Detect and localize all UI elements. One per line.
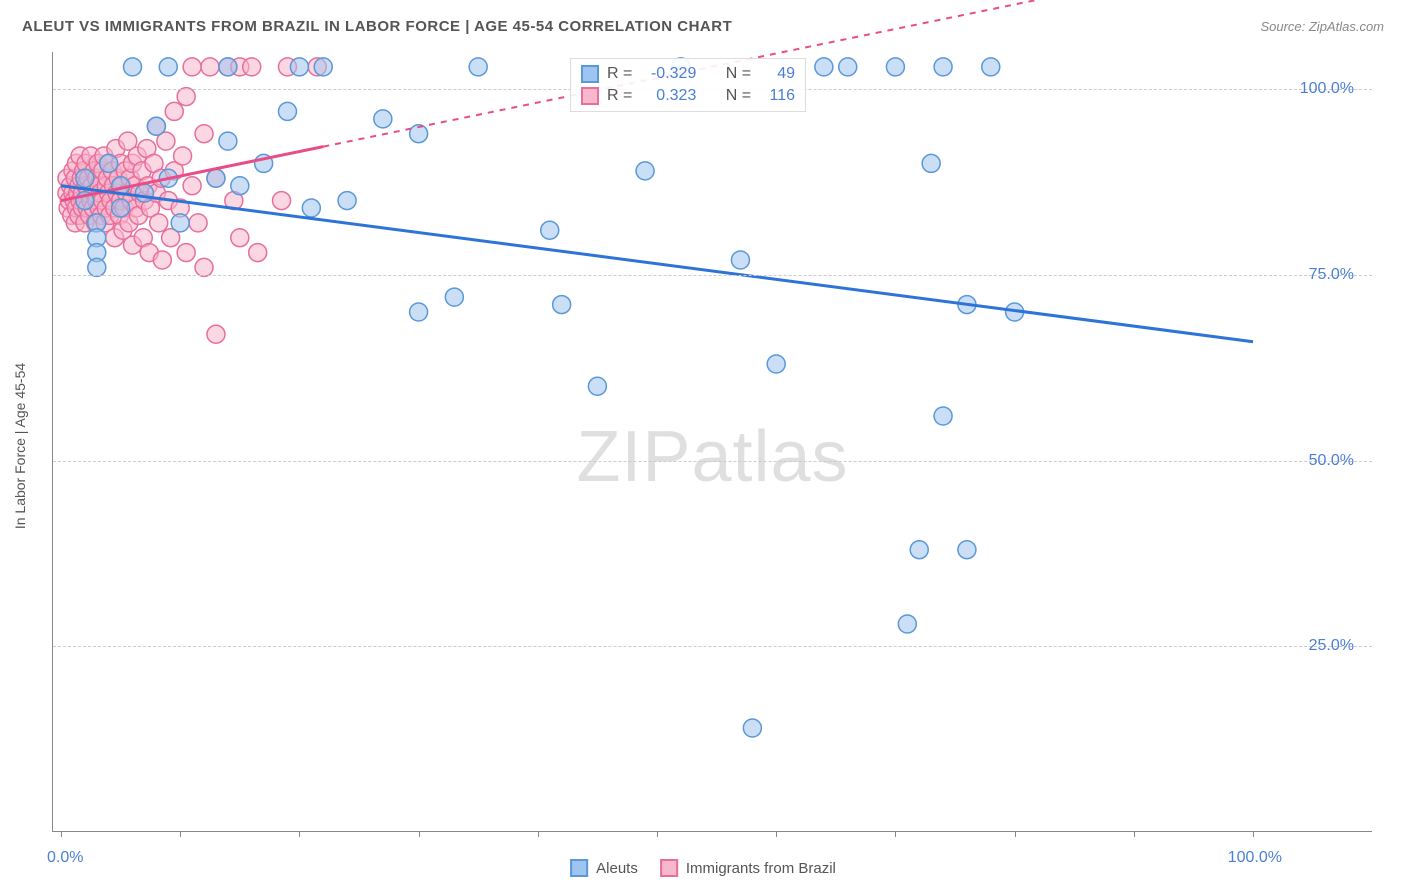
point-aleut [910,541,928,559]
point-aleut [207,169,225,187]
correlation-legend: R =-0.329 N =49R =0.323 N =116 [570,58,806,112]
trend-aleut-solid [61,186,1253,342]
source-label: Source: ZipAtlas.com [1260,19,1384,34]
point-aleut [231,177,249,195]
legend-swatch [660,859,678,877]
point-aleut [314,58,332,76]
point-aleut [410,303,428,321]
point-aleut [290,58,308,76]
point-brazil [249,244,267,262]
point-aleut [934,407,952,425]
legend-label: Aleuts [596,860,638,877]
point-aleut [982,58,1000,76]
x-axis-max-label: 100.0% [1228,849,1282,867]
point-aleut [839,58,857,76]
legend-row: R =0.323 N =116 [581,85,795,107]
point-aleut [541,221,559,239]
x-tick [657,831,658,837]
title-bar: ALEUT VS IMMIGRANTS FROM BRAZIL IN LABOR… [22,18,1384,35]
point-aleut [886,58,904,76]
point-aleut [934,58,952,76]
point-aleut [743,719,761,737]
point-brazil [183,177,201,195]
point-aleut [88,258,106,276]
point-aleut [469,58,487,76]
point-aleut [815,58,833,76]
point-aleut [219,132,237,150]
point-brazil [183,58,201,76]
legend-swatch [570,859,588,877]
point-brazil [165,102,183,120]
legend-swatch [581,87,599,105]
y-tick-label: 100.0% [1300,80,1354,98]
y-axis-title: In Labor Force | Age 45-54 [12,363,28,529]
x-tick [895,831,896,837]
legend-item: Immigrants from Brazil [660,859,836,877]
legend-label: Immigrants from Brazil [686,860,836,877]
gridline [53,275,1372,276]
point-brazil [177,244,195,262]
point-brazil [150,214,168,232]
n-value: 49 [759,65,795,83]
legend-item: Aleuts [570,859,638,877]
x-tick [538,831,539,837]
point-aleut [588,377,606,395]
series-legend: Aleuts Immigrants from Brazil [570,859,836,877]
point-brazil [201,58,219,76]
point-aleut [553,296,571,314]
point-aleut [219,58,237,76]
scatter-plot [53,52,1372,831]
point-brazil [189,214,207,232]
point-aleut [338,192,356,210]
point-brazil [153,251,171,269]
chart-title: ALEUT VS IMMIGRANTS FROM BRAZIL IN LABOR… [22,18,732,35]
point-aleut [374,110,392,128]
point-aleut [76,169,94,187]
x-tick [1253,831,1254,837]
point-aleut [171,214,189,232]
r-value: 0.323 [640,87,696,105]
point-aleut [922,154,940,172]
x-tick [299,831,300,837]
point-aleut [731,251,749,269]
r-value: -0.329 [640,65,696,83]
point-brazil [195,125,213,143]
x-tick [1015,831,1016,837]
plot-area: ZIPatlas 0.0% 100.0% 25.0%50.0%75.0%100.… [52,52,1372,832]
x-axis-min-label: 0.0% [47,849,83,867]
point-brazil [177,88,195,106]
point-aleut [278,102,296,120]
point-brazil [243,58,261,76]
y-tick-label: 75.0% [1309,266,1354,284]
point-aleut [445,288,463,306]
n-value: 116 [759,87,795,105]
x-tick [1134,831,1135,837]
point-aleut [302,199,320,217]
point-aleut [636,162,654,180]
point-aleut [898,615,916,633]
gridline [53,461,1372,462]
x-tick [180,831,181,837]
legend-row: R =-0.329 N =49 [581,63,795,85]
point-brazil [231,229,249,247]
point-aleut [135,184,153,202]
y-tick-label: 25.0% [1309,637,1354,655]
point-aleut [147,117,165,135]
point-aleut [159,58,177,76]
point-aleut [958,541,976,559]
point-aleut [124,58,142,76]
x-tick [776,831,777,837]
point-brazil [207,325,225,343]
point-aleut [767,355,785,373]
x-tick [61,831,62,837]
point-aleut [100,154,118,172]
y-tick-label: 50.0% [1309,452,1354,470]
legend-swatch [581,65,599,83]
point-brazil [195,258,213,276]
point-aleut [112,199,130,217]
x-tick [419,831,420,837]
gridline [53,646,1372,647]
point-brazil [273,192,291,210]
point-brazil [174,147,192,165]
